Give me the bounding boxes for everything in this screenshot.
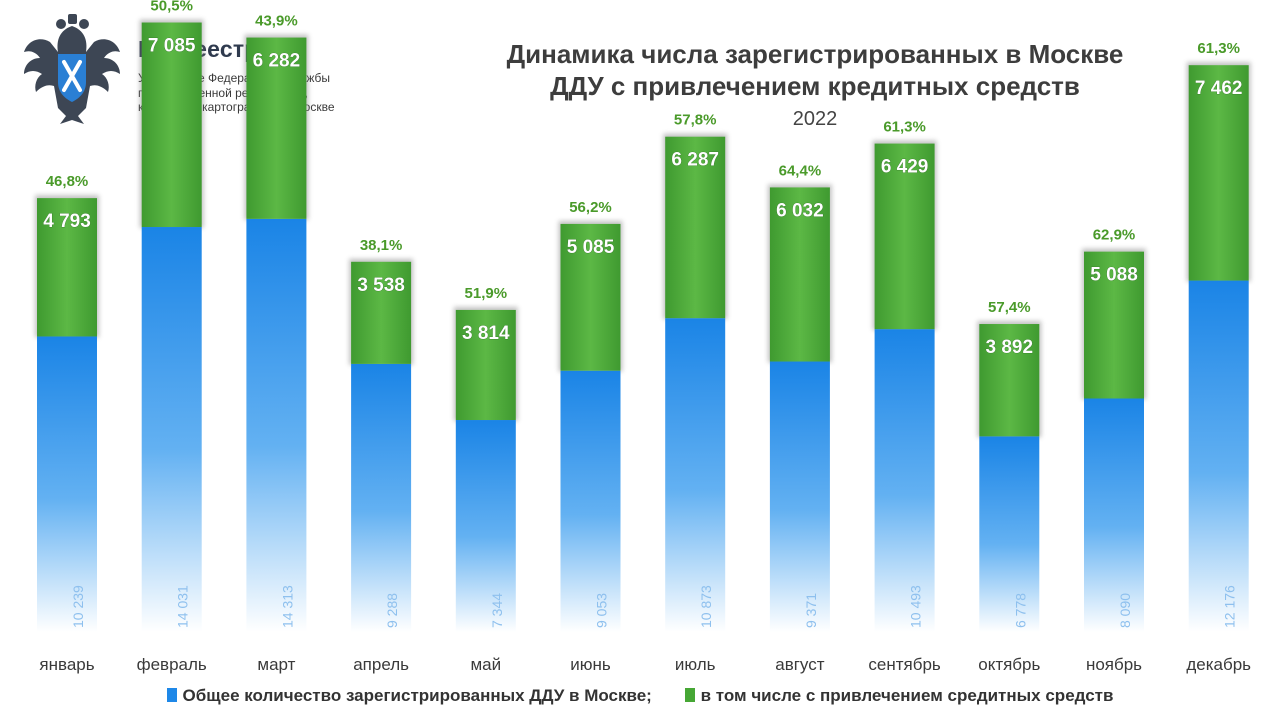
bar-credit-6 [560, 223, 621, 371]
credit-value-label: 6 032 [776, 200, 824, 221]
chart-legend: Общее количество зарегистрированных ДДУ … [0, 686, 1280, 706]
bar-credit-3 [246, 37, 307, 219]
bar-total-1 [37, 336, 97, 632]
x-tick-label: май [470, 655, 501, 674]
percent-label: 50,5% [150, 0, 193, 15]
percent-label: 62,9% [1093, 227, 1136, 244]
x-tick-label: июнь [570, 655, 611, 674]
percent-label: 64,4% [779, 162, 822, 179]
bar-credit-7 [665, 136, 726, 319]
bar-total-11 [1084, 398, 1144, 632]
bar-total-6 [560, 370, 621, 632]
bar-credit-10 [979, 324, 1040, 437]
credit-value-label: 6 287 [671, 150, 719, 171]
x-tick-label: март [257, 655, 295, 674]
bar-credit-9 [874, 143, 935, 330]
bar-credit-12 [1188, 65, 1249, 281]
credit-value-label: 5 085 [567, 237, 615, 258]
credit-value-label: 7 462 [1195, 78, 1243, 99]
percent-label: 38,1% [360, 237, 403, 254]
rosreestr-eagle-logo [24, 14, 120, 124]
credit-value-label: 4 793 [43, 211, 91, 232]
total-value-label: 14 313 [279, 585, 295, 628]
total-value-label: 7 344 [489, 593, 505, 628]
bar-credit-4 [351, 261, 412, 364]
total-value-label: 9 053 [594, 593, 610, 628]
x-tick-label: декабрь [1186, 655, 1251, 674]
x-tick-label: август [775, 655, 824, 674]
bar-total-10 [979, 436, 1040, 632]
percent-label: 51,9% [465, 285, 508, 302]
credit-value-label: 6 429 [881, 157, 929, 178]
x-tick-label: апрель [353, 655, 409, 674]
bar-total-4 [351, 363, 412, 632]
bar-credit-11 [1084, 251, 1144, 399]
percent-label: 56,2% [569, 199, 612, 216]
x-tick-label: октябрь [978, 655, 1040, 674]
bar-credit-2 [141, 22, 202, 228]
total-value-label: 9 371 [803, 593, 819, 628]
x-tick-label: июль [675, 655, 716, 674]
credit-value-label: 5 088 [1090, 265, 1138, 286]
legend-swatch-green [684, 688, 695, 702]
bar-total-2 [141, 227, 202, 632]
bar-credit-5 [455, 309, 516, 421]
total-value-label: 10 873 [698, 585, 714, 628]
x-tick-label: февраль [137, 655, 207, 674]
total-value-label: 10 493 [908, 585, 924, 628]
credit-value-label: 3 892 [986, 337, 1034, 358]
bar-total-8 [769, 361, 830, 632]
credit-value-label: 3 538 [357, 275, 405, 296]
total-value-label: 9 288 [384, 593, 400, 628]
bar-total-5 [455, 420, 516, 632]
legend-label-credit: в том числе с привлечением средитных сре… [700, 686, 1114, 705]
x-tick-label: ноябрь [1086, 655, 1142, 674]
total-value-label: 8 090 [1117, 593, 1133, 628]
percent-label: 46,8% [46, 173, 89, 190]
percent-label: 61,3% [1197, 40, 1240, 57]
chart-title: Динамика числа зарегистрированных в Моск… [380, 38, 1250, 102]
bar-total-7 [665, 318, 726, 632]
x-tick-label: январь [39, 655, 94, 674]
bar-total-12 [1188, 280, 1249, 632]
chart-subtitle: 2022 [792, 108, 838, 130]
legend-item-total: Общее количество зарегистрированных ДДУ … [166, 686, 652, 706]
chart-title-line-1: Динамика числа зарегистрированных в Моск… [506, 39, 1124, 69]
credit-value-label: 6 282 [253, 51, 301, 72]
percent-label: 43,9% [255, 13, 298, 30]
legend-item-credit: в том числе с привлечением средитных сре… [684, 686, 1114, 706]
credit-value-label: 7 085 [148, 36, 196, 57]
bar-total-3 [246, 218, 307, 633]
x-tick-label: сентябрь [868, 655, 941, 674]
bar-total-9 [874, 329, 935, 632]
chart-title-line-2: ДДУ с привлечением кредитных средств [550, 71, 1080, 101]
percent-label: 57,8% [674, 112, 717, 129]
total-value-label: 10 239 [70, 585, 86, 628]
percent-label: 61,3% [883, 119, 926, 136]
legend-label-total: Общее количество зарегистрированных ДДУ … [182, 686, 652, 705]
percent-label: 57,4% [988, 299, 1031, 316]
total-value-label: 6 778 [1012, 593, 1028, 628]
total-value-label: 14 031 [175, 585, 191, 628]
legend-swatch-blue [166, 688, 177, 702]
bar-credit-1 [37, 198, 97, 337]
credit-value-label: 3 814 [462, 323, 510, 344]
total-value-label: 12 176 [1222, 585, 1238, 628]
bar-credit-8 [769, 187, 830, 362]
